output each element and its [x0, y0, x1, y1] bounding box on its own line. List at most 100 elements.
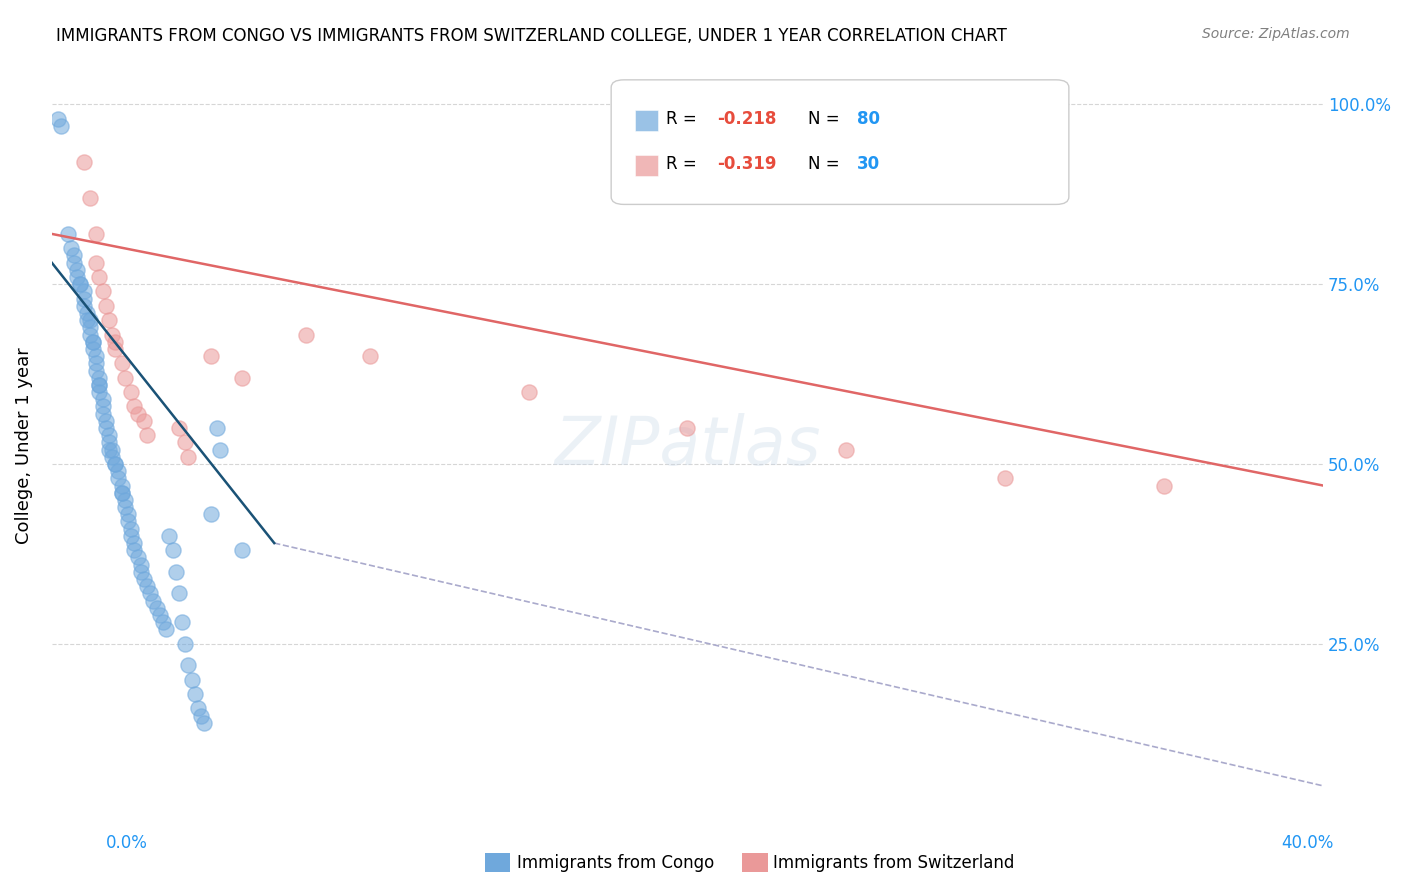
Point — [170, 615, 193, 629]
Point — [59, 241, 82, 255]
Point — [994, 471, 1017, 485]
Point — [114, 500, 136, 515]
Bar — [636, 155, 658, 177]
Text: N =: N = — [808, 155, 845, 173]
Point — [84, 356, 107, 370]
Text: -0.218: -0.218 — [717, 110, 776, 128]
Point — [101, 327, 124, 342]
Point — [79, 313, 101, 327]
Point — [120, 385, 142, 400]
Point — [136, 579, 159, 593]
Point — [205, 421, 228, 435]
Point — [51, 119, 73, 133]
Point — [69, 277, 91, 292]
Point — [132, 572, 155, 586]
Text: 0.0%: 0.0% — [105, 834, 148, 852]
Point — [139, 586, 162, 600]
Point — [124, 400, 146, 414]
Point — [231, 543, 253, 558]
Point — [89, 377, 111, 392]
Point — [79, 191, 101, 205]
Point — [63, 255, 86, 269]
Point — [114, 370, 136, 384]
Point — [101, 450, 124, 464]
Point — [142, 593, 165, 607]
Point — [177, 658, 200, 673]
Point — [97, 442, 120, 457]
Point — [676, 421, 699, 435]
Text: -0.319: -0.319 — [717, 155, 776, 173]
Point — [117, 508, 139, 522]
Point — [193, 715, 215, 730]
Point — [155, 623, 177, 637]
Point — [91, 285, 114, 299]
Point — [517, 385, 540, 400]
Point — [200, 508, 222, 522]
Point — [127, 550, 149, 565]
Point — [89, 270, 111, 285]
Point — [104, 342, 127, 356]
Point — [359, 349, 381, 363]
Point — [174, 435, 197, 450]
Point — [94, 421, 117, 435]
Text: R =: R = — [666, 110, 702, 128]
Point — [145, 600, 167, 615]
Point — [152, 615, 174, 629]
Text: R =: R = — [666, 155, 702, 173]
Point — [111, 485, 134, 500]
Point — [835, 442, 858, 457]
Point — [82, 342, 104, 356]
Point — [97, 428, 120, 442]
Text: IMMIGRANTS FROM CONGO VS IMMIGRANTS FROM SWITZERLAND COLLEGE, UNDER 1 YEAR CORRE: IMMIGRANTS FROM CONGO VS IMMIGRANTS FROM… — [56, 27, 1007, 45]
Point — [79, 327, 101, 342]
Point — [111, 478, 134, 492]
Point — [174, 637, 197, 651]
Point — [117, 515, 139, 529]
Point — [66, 263, 89, 277]
Text: 40.0%: 40.0% — [1281, 834, 1334, 852]
Point — [167, 421, 190, 435]
Text: 80: 80 — [856, 110, 880, 128]
Point — [46, 112, 69, 126]
Point — [72, 292, 94, 306]
Point — [111, 356, 134, 370]
Point — [72, 285, 94, 299]
Point — [129, 565, 152, 579]
Point — [89, 370, 111, 384]
Point — [84, 227, 107, 241]
Text: ZIPatlas: ZIPatlas — [554, 413, 821, 479]
Point — [72, 155, 94, 169]
Point — [76, 306, 98, 320]
Point — [162, 543, 184, 558]
Point — [72, 299, 94, 313]
Point — [104, 334, 127, 349]
Text: Source: ZipAtlas.com: Source: ZipAtlas.com — [1202, 27, 1350, 41]
Point — [82, 334, 104, 349]
Point — [165, 565, 187, 579]
Point — [91, 392, 114, 407]
Point — [91, 407, 114, 421]
Point — [149, 607, 172, 622]
Point — [157, 529, 180, 543]
Point — [167, 586, 190, 600]
Point — [69, 277, 91, 292]
Point — [63, 248, 86, 262]
Bar — [636, 110, 658, 131]
Point — [84, 255, 107, 269]
Point — [209, 442, 232, 457]
Text: Immigrants from Congo: Immigrants from Congo — [517, 854, 714, 871]
Point — [94, 414, 117, 428]
Point — [129, 558, 152, 572]
Y-axis label: College, Under 1 year: College, Under 1 year — [15, 348, 32, 544]
Point — [101, 442, 124, 457]
Point — [97, 313, 120, 327]
Point — [124, 543, 146, 558]
Text: Immigrants from Switzerland: Immigrants from Switzerland — [773, 854, 1015, 871]
Point — [120, 522, 142, 536]
Point — [84, 349, 107, 363]
Point — [91, 400, 114, 414]
Point — [94, 299, 117, 313]
Point — [107, 464, 129, 478]
Point — [124, 536, 146, 550]
Point — [107, 471, 129, 485]
